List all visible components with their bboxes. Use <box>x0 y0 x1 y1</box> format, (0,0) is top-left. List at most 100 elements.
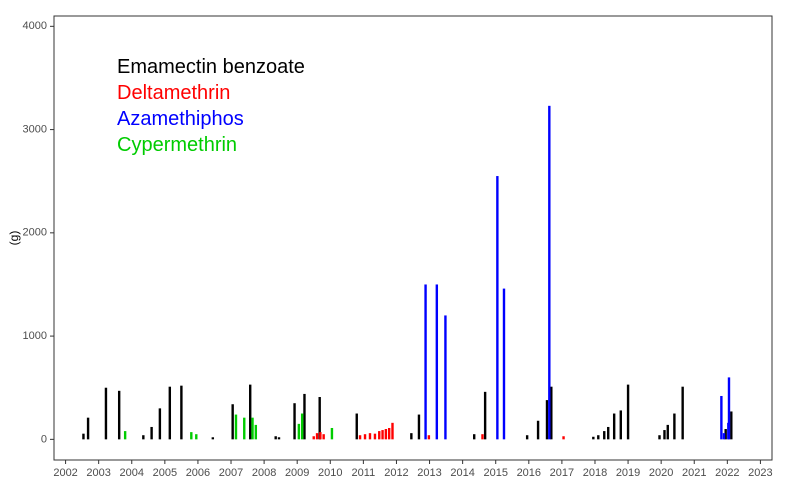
bar-deltamethrin-5 <box>363 434 367 440</box>
bar-deltamethrin-12 <box>391 422 394 440</box>
bar-emamectin-benzoate-23 <box>536 420 540 440</box>
bar-azamethiphos-7 <box>722 433 726 440</box>
bar-cypermethrin-7 <box>297 423 301 440</box>
legend-entry-cypermethrin: Cypermethrin <box>117 134 237 156</box>
bar-emamectin-benzoate-14 <box>293 403 296 440</box>
x-tick-label: 2021 <box>682 467 706 479</box>
bar-azamethiphos-6 <box>720 395 723 440</box>
y-tick-label: 3000 <box>23 123 47 135</box>
legend-entry-deltamethrin: Deltamethrin <box>117 82 230 104</box>
y-tick-label: 1000 <box>23 330 47 342</box>
bar-cypermethrin-0 <box>123 431 127 440</box>
bar-azamethiphos-3 <box>496 176 499 440</box>
bar-emamectin-benzoate-8 <box>180 385 183 440</box>
x-tick-label: 2007 <box>219 467 243 479</box>
legend-entry-emamectin-benzoate: Emamectin benzoate <box>117 56 305 78</box>
bar-cypermethrin-4 <box>243 417 246 440</box>
x-tick-label: 2005 <box>153 467 177 479</box>
bar-azamethiphos-5 <box>548 105 551 440</box>
bar-emamectin-benzoate-5 <box>150 426 153 440</box>
bar-cypermethrin-1 <box>190 432 193 440</box>
bar-azamethiphos-2 <box>444 315 447 440</box>
legend-entry-azamethiphos: Azamethiphos <box>117 108 244 130</box>
x-axis: 2002 2003 2004 2005 2006 2007 2008 2009 2010 2011… <box>53 460 773 479</box>
x-tick-label: 2019 <box>616 467 640 479</box>
x-tick-label: 2017 <box>550 467 574 479</box>
bar-cypermethrin-2 <box>195 434 198 440</box>
x-tick-label: 2016 <box>517 467 541 479</box>
x-tick-label: 2009 <box>285 467 309 479</box>
bar-deltamethrin-8 <box>378 431 381 440</box>
y-axis-title: (g) <box>7 231 21 246</box>
legend: Emamectin benzoate Deltamethrin Azamethiph… <box>117 56 305 156</box>
bar-deltamethrin-6 <box>368 433 372 440</box>
x-tick-label: 2020 <box>649 467 673 479</box>
bar-deltamethrin-2 <box>319 432 322 440</box>
y-tick-label: 2000 <box>23 227 47 239</box>
bar-emamectin-benzoate-11 <box>249 384 252 440</box>
bar-emamectin-benzoate-12 <box>274 436 277 440</box>
bar-emamectin-benzoate-30 <box>612 413 616 440</box>
y-tick-label: 4000 <box>23 20 47 32</box>
bar-emamectin-benzoate-39 <box>730 411 733 440</box>
bar-emamectin-benzoate-36 <box>673 413 676 440</box>
y-axis: 0 1000 2000 3000 4000 <box>23 20 54 445</box>
bar-emamectin-benzoate-13 <box>277 437 281 440</box>
bar-emamectin-benzoate-16 <box>318 397 321 440</box>
bar-emamectin-benzoate-29 <box>607 426 610 440</box>
x-tick-label: 2011 <box>352 467 376 479</box>
x-tick-label: 2022 <box>715 467 739 479</box>
bar-emamectin-benzoate-22 <box>525 435 529 440</box>
bar-cypermethrin-6 <box>254 424 258 440</box>
bar-deltamethrin-13 <box>427 435 431 440</box>
bar-emamectin-benzoate-7 <box>168 386 172 440</box>
bar-emamectin-benzoate-34 <box>663 430 666 440</box>
bar-emamectin-benzoate-2 <box>104 387 108 440</box>
bar-emamectin-benzoate-9 <box>211 437 215 440</box>
bar-emamectin-benzoate-27 <box>597 435 600 440</box>
x-tick-label: 2006 <box>186 467 210 479</box>
bar-emamectin-benzoate-32 <box>626 384 630 440</box>
y-tick-label: 0 <box>41 433 47 445</box>
bar-azamethiphos-9 <box>727 377 731 440</box>
x-tick-label: 2002 <box>53 467 77 479</box>
bar-emamectin-benzoate-25 <box>550 386 553 440</box>
x-tick-label: 2012 <box>384 467 408 479</box>
bar-emamectin-benzoate-10 <box>231 404 234 440</box>
bar-emamectin-benzoate-38 <box>724 429 727 440</box>
bar-deltamethrin-10 <box>384 429 388 440</box>
bar-emamectin-benzoate-18 <box>410 433 413 440</box>
bar-azamethiphos-4 <box>502 288 506 440</box>
bar-cypermethrin-9 <box>330 427 334 440</box>
bar-emamectin-benzoate-26 <box>592 436 595 440</box>
bar-deltamethrin-9 <box>381 430 384 440</box>
bar-deltamethrin-3 <box>322 434 325 440</box>
plot-panel <box>53 15 773 461</box>
x-tick-label: 2014 <box>450 467 474 479</box>
bar-cypermethrin-8 <box>300 413 304 440</box>
x-tick-label: 2023 <box>748 467 772 479</box>
bar-deltamethrin-15 <box>562 436 565 440</box>
bar-deltamethrin-4 <box>358 435 362 440</box>
bar-emamectin-benzoate-15 <box>303 393 306 440</box>
bar-cypermethrin-3 <box>234 414 238 440</box>
bar-emamectin-benzoate-1 <box>86 417 90 440</box>
bar-azamethiphos-0 <box>424 284 427 440</box>
bar-azamethiphos-1 <box>435 284 439 440</box>
bar-emamectin-benzoate-17 <box>355 413 358 440</box>
bar-emamectin-benzoate-6 <box>158 408 162 440</box>
x-tick-label: 2003 <box>86 467 110 479</box>
bar-emamectin-benzoate-28 <box>603 431 606 440</box>
x-tick-label: 2013 <box>417 467 441 479</box>
x-tick-label: 2010 <box>318 467 342 479</box>
bar-emamectin-benzoate-0 <box>82 433 85 440</box>
bars <box>82 105 733 440</box>
bar-emamectin-benzoate-19 <box>417 414 421 440</box>
bar-deltamethrin-11 <box>387 427 391 440</box>
bar-emamectin-benzoate-35 <box>666 424 669 440</box>
bar-deltamethrin-7 <box>373 433 377 440</box>
bar-emamectin-benzoate-24 <box>545 400 549 440</box>
x-tick-label: 2015 <box>483 467 507 479</box>
bar-emamectin-benzoate-31 <box>619 410 622 440</box>
